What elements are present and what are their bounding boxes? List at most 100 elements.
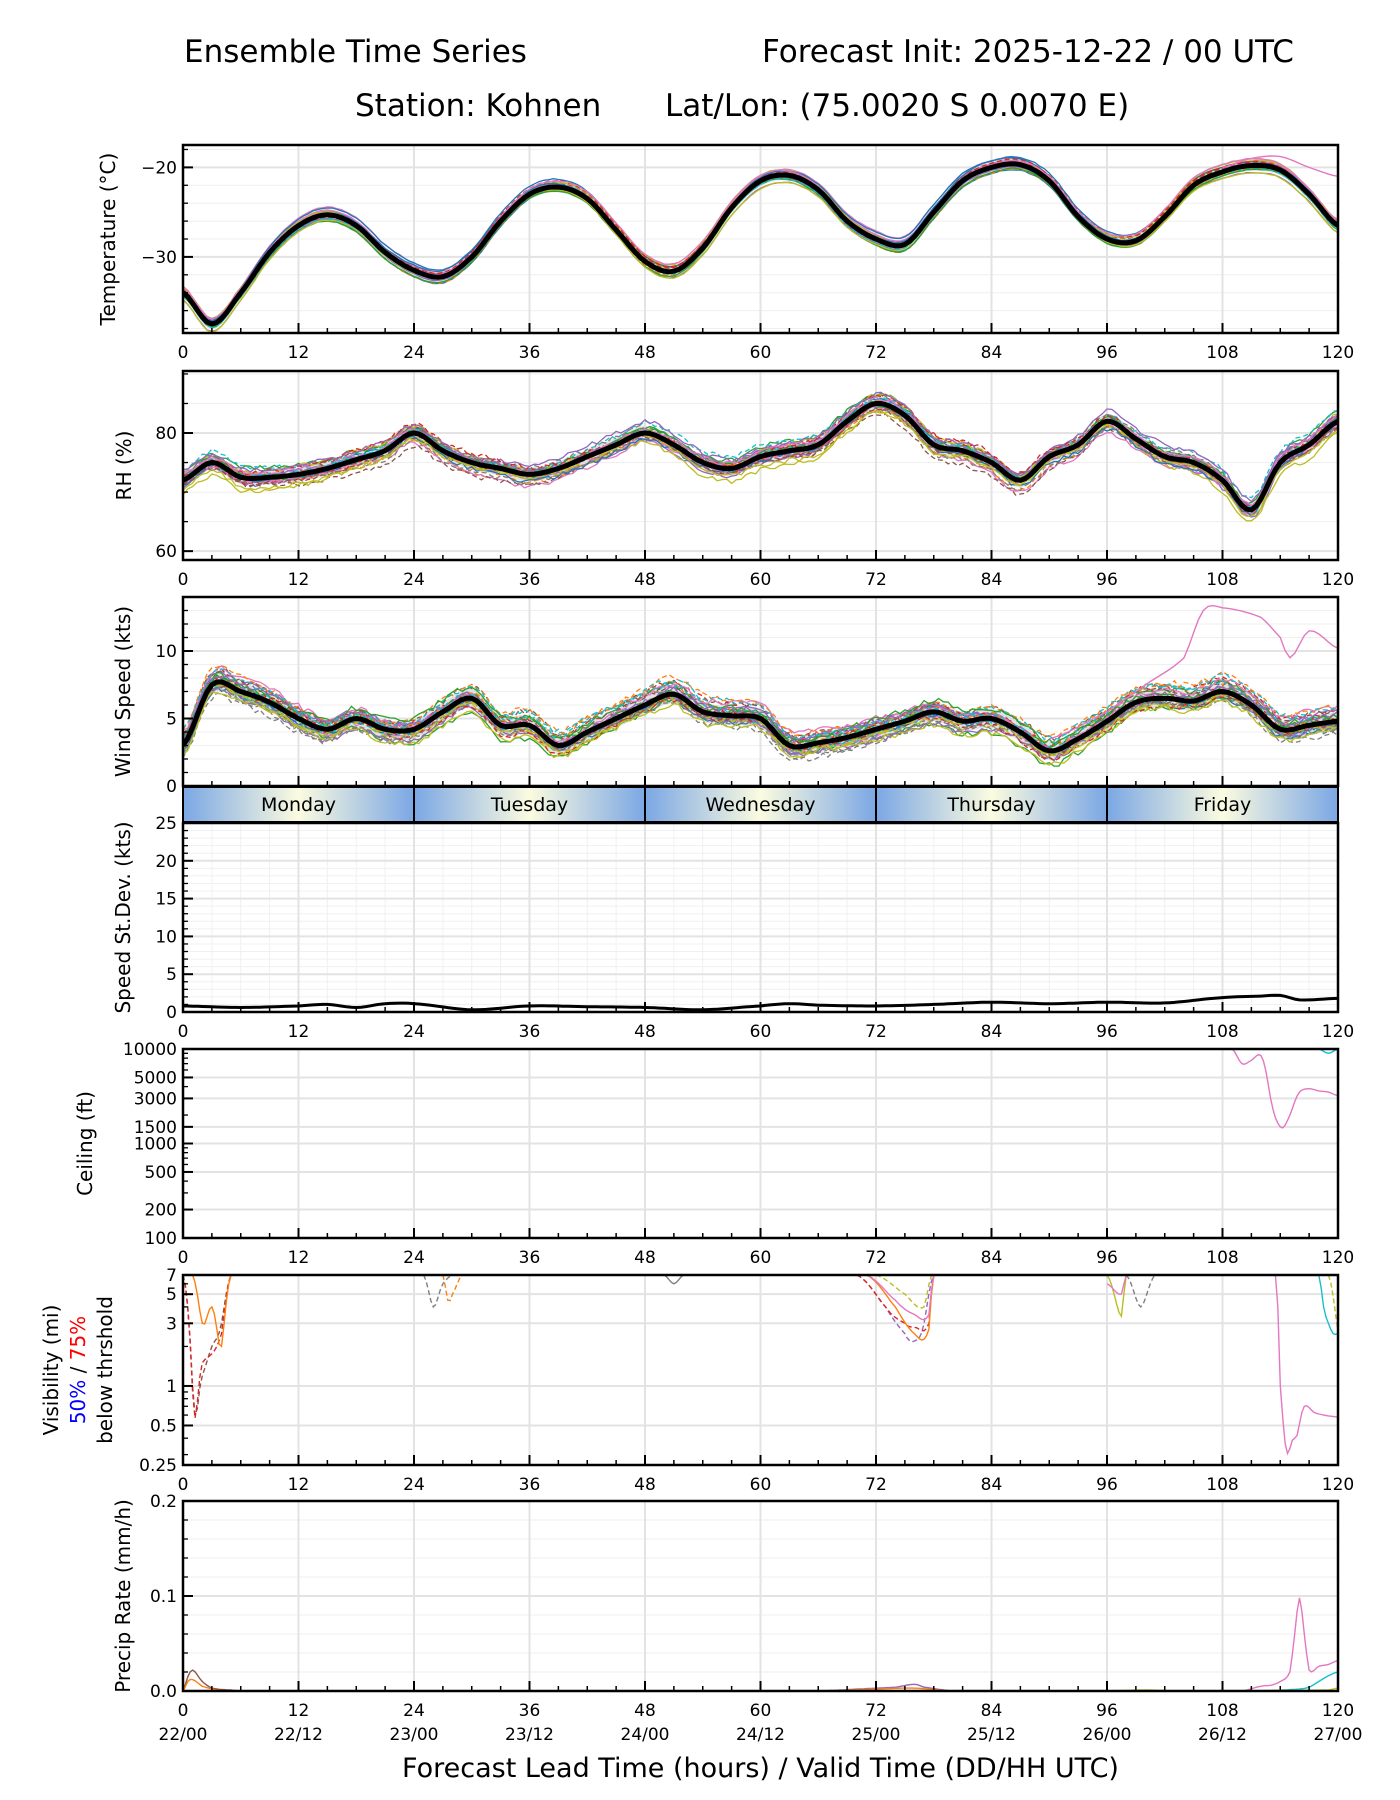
day-label: Wednesday (705, 794, 815, 816)
ensemble-member-line (1318, 1049, 1338, 1055)
x-tick-label: 84 (981, 343, 1003, 363)
y-axis-label: Ceiling (ft) (73, 1091, 97, 1196)
station-label: Station: Kohnen (355, 88, 602, 124)
threshold-separator: / (66, 1360, 90, 1379)
day-band: Monday Tuesday Wednesday Thursday Friday (182, 786, 1339, 823)
day-label: Thursday (946, 794, 1035, 816)
y-tick-label: 10 (155, 642, 177, 662)
x-tick-label: 0 (178, 1248, 189, 1268)
x-tick-label: 120 (1322, 1701, 1354, 1721)
ensemble-member-line (866, 1275, 935, 1341)
ensemble-member-line (422, 1275, 453, 1309)
plot-area-visibility (183, 1275, 1338, 1456)
x-tick-label: 24 (403, 570, 425, 590)
day-cell (645, 787, 876, 822)
y-tick-label: −30 (141, 248, 177, 268)
ensemble-member-line (183, 1275, 232, 1416)
panel-precip: 0 12 24 36 48 60 72 84 96 108 120 22/00 22/12 23/00 23… (111, 1492, 1363, 1745)
x-tick-label: 12 (288, 570, 310, 590)
x-tick-label: 36 (519, 1248, 541, 1268)
x-tick-label: 108 (1206, 343, 1238, 363)
day-label: Monday (261, 794, 336, 816)
x-tick-label: 84 (981, 1475, 1003, 1495)
day-cell (414, 787, 645, 822)
y-tick-label: 15 (155, 890, 177, 910)
x-tick-label: 48 (634, 1248, 656, 1268)
y-tick-label: 60 (155, 542, 177, 562)
x-tick-label: 120 (1322, 343, 1354, 363)
x-tick-label: 96 (1096, 343, 1118, 363)
x-valid-time-label: 24/12 (736, 1725, 785, 1745)
x-valid-time-label: 24/00 (621, 1725, 670, 1745)
ensemble-member-line (183, 1275, 232, 1419)
y-tick-label: 1500 (134, 1118, 177, 1138)
x-tick-label: 36 (519, 343, 541, 363)
x-tick-label: 48 (634, 1475, 656, 1495)
x-tick-label: 108 (1206, 1475, 1238, 1495)
ensemble-outlier-line (1049, 604, 1338, 740)
ensemble-member-line (1106, 1275, 1127, 1319)
threshold-50-label: 50% (66, 1380, 90, 1424)
plot-area-temperature (183, 155, 1338, 333)
x-tick-label: 0 (178, 570, 189, 590)
ensemble-member-line (183, 692, 1338, 762)
ensemble-member-line (866, 1275, 935, 1321)
x-tick-label: 24 (403, 1701, 425, 1721)
panel-ceiling: 0 12 24 36 48 60 72 84 96 108 120 100 200 500 10001500… (73, 1040, 1354, 1268)
x-tick-label: 24 (403, 343, 425, 363)
x-valid-time-label: 22/12 (274, 1725, 323, 1745)
x-tick-label: 96 (1096, 1022, 1118, 1042)
day-cell (876, 787, 1107, 822)
y-axis-label: Visibility (mi) (39, 1305, 63, 1436)
x-tick-label: 24 (403, 1248, 425, 1268)
x-tick-label: 84 (981, 1701, 1003, 1721)
x-tick-label: 12 (288, 1022, 310, 1042)
x-tick-label: 36 (519, 1475, 541, 1495)
panel-rh: 0 12 24 36 48 60 72 84 96 108 120 60 80 RH (%) (112, 369, 1354, 590)
day-cell (1107, 787, 1338, 822)
ensemble-member-line (183, 411, 1338, 522)
x-tick-label: 24 (403, 1475, 425, 1495)
y-tick-label: 1000 (134, 1135, 177, 1155)
x-tick-label: 60 (750, 1248, 772, 1268)
x-tick-label: 36 (519, 1022, 541, 1042)
x-tick-label: 24 (403, 1022, 425, 1042)
ensemble-member-line (663, 1275, 684, 1285)
x-valid-time-label: 22/00 (159, 1725, 208, 1745)
y-axis-label: Precip Rate (mm/h) (111, 1499, 135, 1693)
y-tick-label: 25 (155, 814, 177, 834)
x-tick-label: 84 (981, 1248, 1003, 1268)
x-tick-label: 84 (981, 1022, 1003, 1042)
x-tick-label: 0 (178, 1475, 189, 1495)
panel-temperature: 0 12 24 36 48 60 72 84 96 108 120 −20 −30 Temperature… (96, 143, 1354, 363)
x-tick-label: 120 (1322, 1475, 1354, 1495)
x-valid-time-label: 23/12 (505, 1725, 554, 1745)
y-tick-label: 5 (166, 710, 177, 730)
y-tick-label: 5 (166, 965, 177, 985)
y-tick-label: 0.0 (150, 1682, 177, 1702)
x-tick-label: 72 (865, 1022, 887, 1042)
y-tick-label: 1 (166, 1377, 177, 1397)
x-tick-label: 48 (634, 343, 656, 363)
y-tick-label: 500 (145, 1163, 177, 1183)
y-axis-label: Wind Speed (kts) (111, 606, 135, 777)
y-tick-label: 0.25 (139, 1456, 177, 1476)
latlon-label: Lat/Lon: (75.0020 S 0.0070 E) (665, 88, 1130, 124)
x-valid-time-label: 26/12 (1198, 1725, 1247, 1745)
x-tick-label: 12 (288, 343, 310, 363)
ensemble-member-line (1318, 1275, 1338, 1336)
y-tick-label: 0 (166, 777, 177, 797)
x-tick-label: 0 (178, 343, 189, 363)
ensemble-member-line (442, 1275, 463, 1302)
x-valid-time-label: 27/00 (1314, 1725, 1363, 1745)
ensemble-member-line (1231, 1049, 1338, 1129)
x-tick-label: 96 (1096, 1475, 1118, 1495)
plot-area-wind (183, 604, 1338, 767)
x-tick-label: 72 (865, 1701, 887, 1721)
y-tick-label: 0 (166, 1003, 177, 1023)
x-tick-label: 48 (634, 570, 656, 590)
x-tick-label: 72 (865, 1475, 887, 1495)
ensemble-member-line (183, 397, 1338, 499)
y-tick-label: 80 (155, 424, 177, 444)
x-tick-label: 36 (519, 570, 541, 590)
